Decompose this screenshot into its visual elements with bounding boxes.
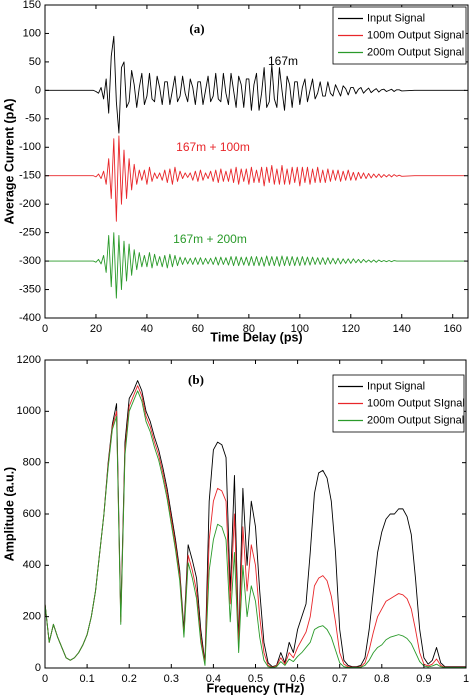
plot-frame <box>44 4 469 319</box>
y-tick-label: 800 <box>23 457 41 469</box>
x-tick-label: 160 <box>444 323 462 335</box>
y-tick-label: 200 <box>23 611 41 623</box>
y-tick-label: 150 <box>23 0 41 11</box>
x-tick-label: 40 <box>141 323 153 335</box>
x-tick-label: 0.5 <box>248 673 263 685</box>
annotation: 167m <box>268 54 298 68</box>
y-tick-label: -200 <box>19 198 41 210</box>
series-line <box>44 385 466 668</box>
annotation: 167m + 200m <box>173 232 247 246</box>
y-tick-label: 600 <box>23 508 41 520</box>
y-tick-label: -350 <box>19 283 41 295</box>
x-tick-label: 120 <box>342 323 360 335</box>
x-tick-label: 0.2 <box>122 673 137 685</box>
x-tick-label: 140 <box>393 323 411 335</box>
x-tick-label: 0 <box>42 323 48 335</box>
y-axis-label: Amplitude (a.u.) <box>2 467 16 561</box>
x-axis-label: Time Delay (ps) <box>210 330 302 344</box>
y-tick-label: 1200 <box>17 354 41 366</box>
x-tick-label: 0.4 <box>206 673 221 685</box>
annotation: (b) <box>188 372 204 387</box>
y-tick-label: 100 <box>23 27 41 39</box>
series-line <box>45 135 466 222</box>
legend-label: 100m Output Signal <box>367 29 464 41</box>
x-tick-label: 0.3 <box>164 673 179 685</box>
y-tick-label: 50 <box>29 56 41 68</box>
annotation: 167m + 100m <box>176 140 250 154</box>
series-line <box>45 232 466 299</box>
x-tick-label: 0.6 <box>290 673 305 685</box>
y-tick-label: -250 <box>19 227 41 239</box>
y-tick-label: -150 <box>19 170 41 182</box>
y-tick-label: 0 <box>35 662 41 674</box>
series-line <box>44 390 466 668</box>
legend: Input Signal 100m Output SIgnal 200m Outpu… <box>332 374 465 433</box>
legend-label: 200m Output Signal <box>367 414 464 426</box>
legend-label: Input Signal <box>367 380 425 392</box>
x-tick-label: 0.1 <box>79 673 94 685</box>
x-axis-label: Frequency (THz) <box>207 681 305 695</box>
y-tick-label: 400 <box>23 559 41 571</box>
y-tick-label: -50 <box>25 113 41 125</box>
legend-label: 100m Output SIgnal <box>367 397 465 409</box>
y-tick-label: 1000 <box>17 405 41 417</box>
x-tick-label: 0.8 <box>374 673 389 685</box>
x-tick-label: 0.7 <box>332 673 347 685</box>
annotation: (a) <box>189 21 204 36</box>
series-line <box>45 35 466 134</box>
y-tick-label: -100 <box>19 141 41 153</box>
x-tick-label: 60 <box>192 323 204 335</box>
x-tick-label: 0.9 <box>416 673 431 685</box>
y-axis-label: Average Current (pA) <box>2 99 16 225</box>
legend-label: 200m Output Signal <box>367 46 464 58</box>
x-tick-label: 0 <box>42 673 48 685</box>
x-tick-label: 1 <box>463 673 469 685</box>
legend: Input Signal 100m Output Signal 200m Outpu… <box>332 6 467 65</box>
legend-label: Input Signal <box>367 12 425 24</box>
y-tick-label: -400 <box>19 312 41 324</box>
panel: 150 100 50 0 -50 -100 -150 -200 -250 -300 -350 -400… <box>2 0 469 344</box>
x-tick-label: 20 <box>90 323 102 335</box>
x-tick-label: 100 <box>291 323 309 335</box>
y-tick-label: 0 <box>35 84 41 96</box>
y-tick-label: -300 <box>19 255 41 267</box>
x-tick-label: 80 <box>243 323 255 335</box>
series-line <box>44 380 466 668</box>
panel: 0 200 400 600 800 1000 1200 0 0.1 0.2 0.3 0.4 0.5 0.6… <box>2 354 469 695</box>
